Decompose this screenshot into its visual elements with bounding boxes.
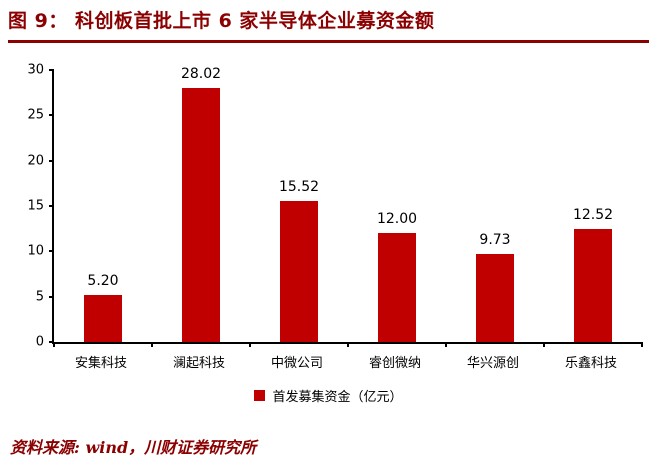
plot-area: 0 5 10 15 20 25 30 5.20 28.02 15.52 12.00 9.73 12.5…: [27, 64, 643, 349]
y-tick-label: 30: [27, 62, 44, 78]
title-underline: [8, 40, 649, 43]
y-tick-mark: [49, 114, 54, 117]
figure-title: 图 9： 科创板首批上市 6 家半导体企业募资金额: [8, 10, 435, 32]
x-tick-mark: [543, 342, 545, 347]
bar-华兴源创: [476, 253, 514, 342]
legend-swatch-icon: [254, 390, 266, 401]
bar-value-label: 12.00: [376, 211, 418, 228]
x-axis-labels: 安集科技 澜起科技 中微公司 睿创微纳 华兴源创 乐鑫科技: [52, 352, 640, 371]
y-tick-mark: [49, 69, 54, 71]
y-tick-label: 20: [27, 153, 44, 169]
y-tick-label: 10: [27, 243, 44, 259]
bar-slot: 28.02: [152, 66, 250, 342]
x-category-label: 华兴源创: [466, 356, 519, 371]
bar-slot: 9.73: [446, 70, 544, 342]
y-tick-label: 0: [35, 334, 44, 350]
x-tick-mark: [641, 342, 643, 347]
chart-legend: 首发募集资金（亿元）: [0, 386, 657, 405]
y-tick-mark: [49, 295, 54, 298]
bar-slot: 15.52: [250, 70, 348, 342]
bar-value-label: 5.20: [87, 272, 119, 289]
x-category-label: 睿创微纳: [368, 356, 421, 371]
bar-安集科技: [84, 294, 122, 342]
bar-中微公司: [280, 201, 318, 342]
bar-value-label: 28.02: [180, 65, 222, 82]
figure-header: 图 9： 科创板首批上市 6 家半导体企业募资金额: [8, 6, 649, 43]
bar-slot: 12.52: [544, 70, 642, 342]
y-tick-label: 15: [27, 198, 44, 214]
y-tick-label: 25: [27, 107, 44, 123]
x-tick-mark: [347, 342, 349, 347]
x-category-label: 中微公司: [270, 356, 323, 371]
x-tick-mark: [444, 342, 447, 347]
bar-乐鑫科技: [574, 228, 612, 342]
x-category-label: 乐鑫科技: [564, 356, 617, 371]
y-tick-mark: [49, 205, 54, 207]
bar-slots: 5.20 28.02 15.52 12.00 9.73 12.52: [54, 66, 642, 342]
legend-label: 首发募集资金（亿元）: [272, 390, 403, 405]
y-tick-mark: [49, 250, 54, 253]
bar-slot: 12.00: [348, 70, 446, 342]
x-tick-mark: [150, 342, 153, 347]
bar-value-label: 15.52: [278, 179, 320, 196]
source-note: 资料来源: wind，川财证券研究所: [10, 438, 257, 457]
bar-睿创微纳: [378, 233, 416, 342]
x-category-label: 澜起科技: [172, 356, 225, 371]
bar-slot: 5.20: [54, 70, 152, 342]
y-tick-mark: [49, 341, 54, 343]
x-tick-mark: [53, 342, 55, 347]
bar-value-label: 12.52: [572, 206, 614, 223]
bar-澜起科技: [182, 87, 220, 342]
x-category-label: 安集科技: [74, 356, 127, 371]
bar-value-label: 9.73: [479, 231, 511, 248]
y-tick-label: 5: [35, 289, 44, 305]
x-tick-mark: [248, 342, 251, 347]
y-tick-mark: [49, 159, 54, 162]
